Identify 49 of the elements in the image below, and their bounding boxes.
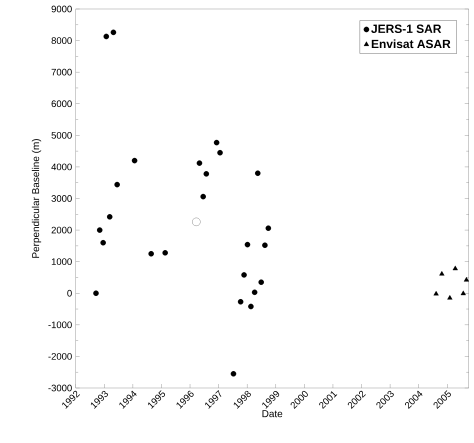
y-tick-label: 7000: [52, 68, 72, 76]
point: [230, 370, 236, 377]
legend-label: Envisat ASAR: [372, 39, 450, 48]
point: [103, 34, 110, 40]
y-tick-label: 3000: [51, 195, 72, 202]
point: [464, 276, 470, 282]
point: [93, 290, 99, 296]
point: [204, 171, 210, 177]
point: [447, 294, 452, 300]
y-tick-label: 6000: [52, 100, 72, 108]
y-tick-label: 9000: [52, 6, 72, 12]
point: [439, 270, 444, 276]
point: [196, 160, 202, 166]
x-axis-title: Date: [262, 410, 282, 418]
point: [252, 290, 258, 296]
point: [460, 290, 466, 296]
point: [162, 250, 168, 256]
point: [110, 30, 116, 36]
point: [100, 240, 106, 246]
point: [238, 298, 244, 305]
y-tick-label: 8000: [52, 37, 72, 44]
y-tick-label: 4000: [51, 164, 72, 170]
point: [434, 290, 439, 296]
y-tick-label: -2000: [48, 353, 72, 360]
point: [248, 304, 254, 310]
point: [106, 214, 113, 220]
point: [192, 218, 201, 226]
y-tick-label: 0: [67, 290, 72, 297]
point: [148, 250, 154, 257]
y-tick-label: 1000: [52, 258, 72, 266]
y-axis-title: Perpendicular Baseline (m): [32, 139, 42, 258]
point: [262, 242, 268, 248]
y-tick-label: 2000: [52, 226, 72, 234]
point: [241, 272, 247, 278]
point: [452, 266, 458, 270]
point: [258, 279, 264, 285]
y-tick-label: 5000: [52, 132, 72, 139]
point: [266, 225, 272, 231]
y-tick-label: -3000: [48, 384, 72, 392]
point: [114, 182, 120, 188]
point: [214, 140, 220, 146]
y-tick-label: -1000: [48, 321, 72, 328]
point: [132, 158, 138, 164]
legend-label: JERS-1 SAR: [371, 24, 442, 34]
point: [244, 242, 250, 248]
point: [254, 170, 261, 176]
point: [200, 194, 206, 200]
point: [217, 150, 223, 156]
point: [96, 227, 102, 233]
